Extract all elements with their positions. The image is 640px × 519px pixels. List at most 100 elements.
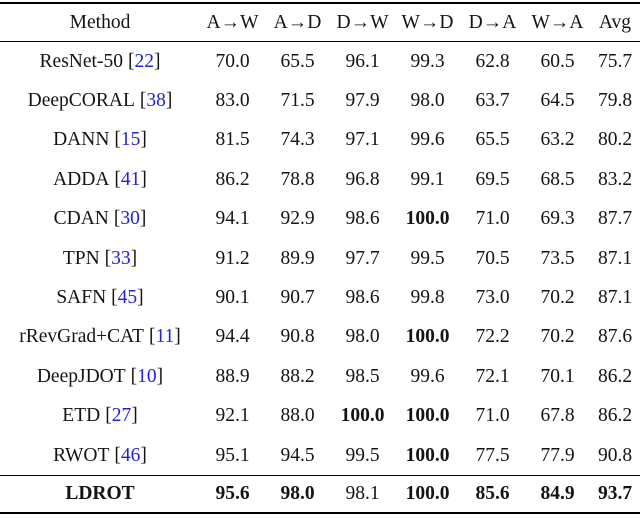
value-cell: 96.1 <box>345 50 380 72</box>
value-cell: 98.0 <box>345 326 380 348</box>
method-name: ResNet-50 <box>39 50 123 72</box>
value-cell: 81.5 <box>215 129 250 151</box>
value-cell: 97.1 <box>345 129 380 151</box>
citation-link[interactable]: 30 <box>120 208 140 230</box>
value-cell: 98.6 <box>345 208 380 230</box>
value-cell: 70.2 <box>540 287 575 309</box>
citation-bracket-open: [ <box>114 129 121 151</box>
citation-bracket-close: ] <box>165 90 173 112</box>
value-cell: 98.5 <box>345 365 380 387</box>
value-cell: 90.8 <box>280 326 315 348</box>
citation-bracket-close: ] <box>153 50 161 72</box>
value-cell: 100.0 <box>405 326 450 348</box>
citation-link[interactable]: 33 <box>111 247 131 269</box>
citation-link[interactable]: 45 <box>117 287 138 309</box>
citation-link[interactable]: 10 <box>137 365 157 387</box>
citation: [33] <box>105 248 138 269</box>
value-cell: 99.5 <box>345 444 380 466</box>
value-cell: 83.0 <box>215 90 250 112</box>
value-cell: 63.2 <box>540 129 575 151</box>
citation-bracket-open: [ <box>139 90 147 112</box>
method-cell: LDROT <box>0 475 200 514</box>
citation-link[interactable]: 41 <box>120 168 141 190</box>
table-row: ETD [27] 92.1 88.0 100.0 100.0 71.0 67.8 86.2 <box>0 397 640 436</box>
citation-bracket-close: ] <box>156 365 164 387</box>
value-cell: 77.9 <box>540 444 575 466</box>
column-header: W→A <box>525 3 590 42</box>
value-cell: 100.0 <box>405 405 450 427</box>
value-cell: 97.7 <box>345 247 380 269</box>
value-cell: 88.0 <box>280 405 315 427</box>
method-cell: TPN [33] <box>0 239 200 278</box>
table-row: ResNet-50 [22] 70.0 65.5 96.1 99.3 62.8 60.5 75.… <box>0 42 640 82</box>
value-cell: 97.9 <box>345 90 380 112</box>
citation-bracket-close: ] <box>131 405 138 427</box>
value-cell: 98.1 <box>330 475 395 514</box>
citation: [27] <box>105 405 138 426</box>
citation-bracket-open: [ <box>114 444 121 466</box>
value-cell: 92.9 <box>280 208 315 230</box>
citation-link[interactable]: 22 <box>134 50 154 72</box>
method-cell: DANN [15] <box>0 121 200 160</box>
value-cell: 70.0 <box>215 50 250 72</box>
citation: [22] <box>128 51 161 72</box>
value-cell: 71.5 <box>280 90 315 112</box>
column-header: Avg <box>590 3 640 42</box>
citation: [30] <box>114 208 147 229</box>
citation-bracket-open: [ <box>114 168 121 190</box>
value-cell: 71.0 <box>475 405 510 427</box>
value-cell: 100.0 <box>340 405 385 427</box>
value-cell: 73.0 <box>475 287 510 309</box>
value-cell: 87.7 <box>597 208 633 230</box>
value-cell: 95.6 <box>200 475 265 514</box>
value-cell: 96.8 <box>345 168 380 190</box>
column-header: A→W <box>200 3 265 42</box>
value-cell: 90.8 <box>597 444 633 466</box>
method-name: ETD <box>62 405 101 427</box>
method-cell: rRevGrad+CAT [11] <box>0 318 200 357</box>
citation-bracket-close: ] <box>130 247 138 269</box>
table-header: Method A→W A→D D→W W→D D→A W→A Avg <box>0 3 640 42</box>
value-cell: 94.5 <box>280 444 315 466</box>
value-cell: 91.2 <box>215 247 250 269</box>
citation-bracket-open: [ <box>148 326 156 348</box>
table-body: ResNet-50 [22] 70.0 65.5 96.1 99.3 62.8 60.5 75.… <box>0 42 640 514</box>
citation-bracket-close: ] <box>140 168 147 190</box>
table-row: ADDA [41] 86.2 78.8 96.8 99.1 69.5 68.5 83.2 <box>0 160 640 199</box>
table-row: DANN [15] 81.5 74.3 97.1 99.6 65.5 63.2 80.2 <box>0 121 640 160</box>
citation: [45] <box>111 287 144 308</box>
method-name: CDAN <box>53 208 109 230</box>
value-cell: 69.5 <box>475 168 510 190</box>
value-cell: 98.0 <box>410 90 445 112</box>
value-cell: 90.7 <box>280 287 315 309</box>
citation-bracket-open: [ <box>127 50 135 72</box>
value-cell: 72.1 <box>475 365 510 387</box>
citation-link[interactable]: 46 <box>120 444 141 466</box>
method-name: rRevGrad+CAT <box>19 326 144 348</box>
value-cell: 83.2 <box>597 168 633 190</box>
value-cell: 94.4 <box>215 326 250 348</box>
value-cell: 69.3 <box>540 208 575 230</box>
value-cell: 77.5 <box>475 444 510 466</box>
citation-link[interactable]: 38 <box>146 90 166 112</box>
citation-link[interactable]: 11 <box>155 326 175 348</box>
citation-link[interactable]: 15 <box>120 129 141 151</box>
value-cell: 74.3 <box>280 129 315 151</box>
value-cell: 92.1 <box>215 405 250 427</box>
value-cell: 85.6 <box>460 475 525 514</box>
value-cell: 65.5 <box>475 129 510 151</box>
value-cell: 100.0 <box>405 444 450 466</box>
method-cell: RWOT [46] <box>0 436 200 476</box>
value-cell: 86.2 <box>597 405 633 427</box>
method-cell: ADDA [41] <box>0 160 200 199</box>
method-cell: CDAN [30] <box>0 200 200 239</box>
citation-link[interactable]: 27 <box>111 405 132 427</box>
citation-bracket-close: ] <box>139 208 147 230</box>
value-cell: 95.1 <box>215 444 250 466</box>
value-cell: 65.5 <box>280 50 315 72</box>
citation: [38] <box>140 90 173 111</box>
value-cell: 70.2 <box>540 326 575 348</box>
column-header: A→D <box>265 3 330 42</box>
value-cell: 94.1 <box>215 208 250 230</box>
table-row: DeepCORAL [38] 83.0 71.5 97.9 98.0 63.7 64.5 79.… <box>0 81 640 120</box>
